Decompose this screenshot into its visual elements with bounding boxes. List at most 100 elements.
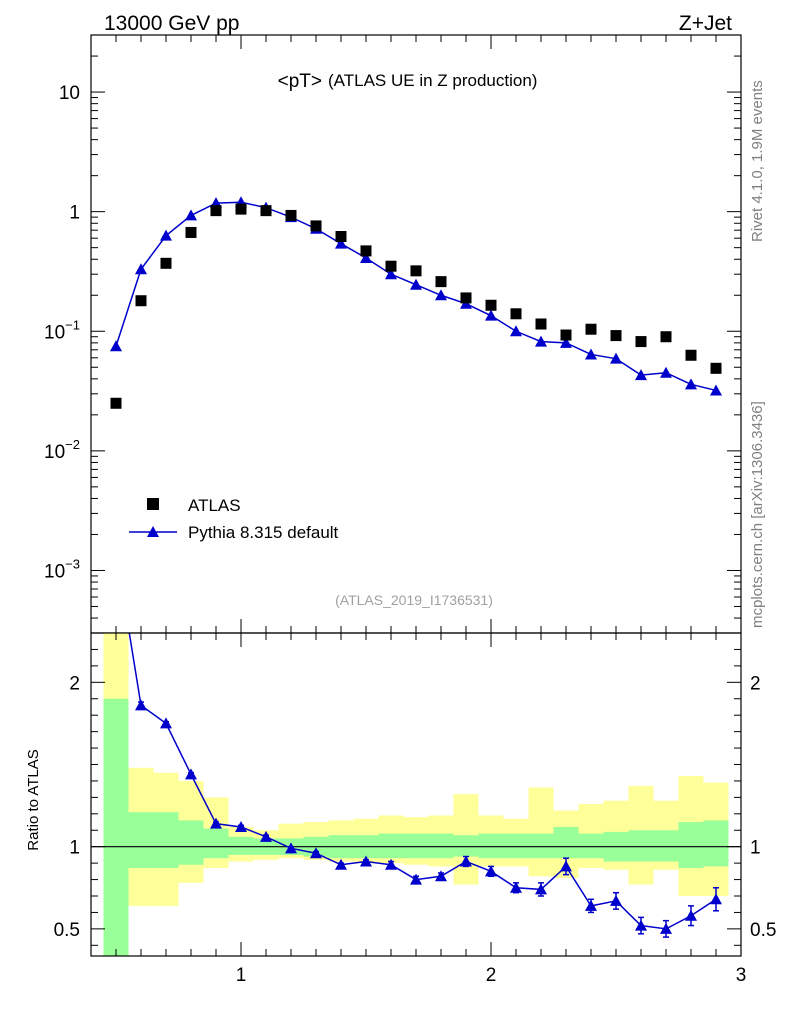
atlas-point [335, 230, 347, 242]
ratio-point [560, 860, 572, 872]
uncertainty-band-inner [228, 836, 254, 855]
atlas-point [435, 276, 447, 288]
main-panel: <pT> (ATLAS UE in Z production) (ATLAS_2… [44, 34, 742, 634]
pythia-point [510, 325, 522, 337]
mcplots-label: mcplots.cern.ch [arXiv:1306.3436] [749, 401, 766, 628]
uncertainty-band-inner [553, 826, 579, 859]
atlas-point [560, 329, 572, 341]
ratio-point [285, 842, 297, 854]
pythia-point [110, 340, 122, 352]
ratio-point [310, 847, 322, 859]
atlas-point [535, 318, 547, 330]
ratio-ytick-label-left: 2 [69, 673, 80, 694]
ratio-point [635, 919, 647, 931]
uncertainty-band-inner [653, 830, 679, 862]
ratio-point [685, 909, 697, 921]
ratio-ytick-label-right: 0.5 [750, 920, 776, 941]
pythia-point [360, 251, 372, 263]
uncertainty-band-inner [628, 830, 654, 862]
top-frame [90, 34, 742, 634]
ratio-ylabel: Ratio to ATLAS [25, 749, 42, 850]
ratio-series [128, 633, 722, 938]
legend-pythia-label: Pythia 8.315 default [188, 523, 339, 542]
ratio-point [410, 873, 422, 885]
top-ytick-label: 10−3 [44, 556, 80, 582]
pythia-point [135, 263, 147, 275]
legend: ATLAS Pythia 8.315 default [129, 496, 339, 542]
ratio-point [535, 883, 547, 895]
atlas-point [110, 397, 122, 409]
atlas-point [485, 299, 497, 311]
atlas-point [310, 220, 322, 232]
ratio-point [610, 894, 622, 906]
uncertainty-band-inner [578, 833, 604, 859]
ratio-point [510, 881, 522, 893]
legend-pythia-marker [147, 526, 159, 537]
atlas-point [185, 226, 197, 238]
atlas-point [510, 308, 522, 320]
ratio-ytick-label-right: 1 [750, 838, 761, 859]
pythia-point [610, 352, 622, 364]
atlas-point [410, 265, 422, 277]
pythia-point [160, 229, 172, 241]
uncertainty-band-inner [703, 820, 729, 867]
ratio-point [185, 768, 197, 780]
top-ytick-label: 10−2 [44, 437, 80, 463]
atlas-point [285, 209, 297, 221]
uncertainty-band-inner [103, 698, 129, 956]
ratio-ytick-label-right: 2 [750, 673, 761, 694]
ytick-exponent: −3 [65, 556, 80, 571]
pythia-point [435, 289, 447, 301]
uncertainty-band-inner [453, 835, 479, 857]
process-label: Z+Jet [679, 12, 732, 35]
pythia-point [685, 378, 697, 390]
ratio-point [160, 717, 172, 729]
pythia-line [115, 201, 717, 392]
uncertainty-band-outer [528, 787, 554, 877]
atlas-point [460, 292, 472, 304]
legend-atlas-marker [147, 498, 159, 510]
atlas-point [135, 295, 147, 307]
atlas-point [160, 257, 172, 269]
ratio-ytick-label-left: 1 [69, 838, 80, 859]
top-ytick-label: 1 [69, 203, 80, 224]
pythia-point [485, 309, 497, 321]
atlas-point [610, 330, 622, 342]
ratio-point [135, 699, 147, 711]
uncertainty-band-inner [528, 833, 554, 859]
atlas-point [210, 205, 222, 217]
ratio-point [235, 820, 247, 832]
atlas-point [360, 245, 372, 257]
uncertainty-band-inner [403, 833, 429, 859]
xtick-label: 2 [486, 965, 497, 986]
uncertainty-band-inner [203, 828, 229, 859]
pythia-point [385, 268, 397, 280]
ratio-panel: 0.5 0.5 1 1 2 2 1 2 3 Ratio to ATLAS [25, 632, 776, 986]
pythia-point [185, 209, 197, 221]
ratio-point [260, 830, 272, 842]
pythia-point [660, 366, 672, 378]
pythia-point [560, 336, 572, 348]
uncertainty-band-inner [153, 812, 179, 869]
ratio-ytick-label-left: 0.5 [54, 920, 80, 941]
atlas-point [635, 336, 647, 348]
rivet-label: Rivet 4.1.0, 1.9M events [749, 80, 766, 242]
ytick-base: 10 [44, 322, 65, 343]
atlas-point [660, 331, 672, 343]
ratio-point [360, 855, 372, 867]
atlas-point [235, 203, 247, 215]
ratio-point [435, 870, 447, 882]
ytick-exponent: −2 [65, 437, 80, 452]
xtick-label: 1 [236, 965, 247, 986]
atlas-point [685, 349, 697, 361]
pythia-point [635, 369, 647, 381]
plot-subtitle: (ATLAS UE in Z production) [328, 71, 537, 90]
pythia-point [410, 278, 422, 290]
ytick-exponent: −1 [65, 317, 80, 332]
pythia-point [585, 348, 597, 360]
pythia-point [335, 237, 347, 249]
uncertainty-band-inner [428, 833, 454, 859]
legend-atlas-label: ATLAS [188, 496, 241, 515]
analysis-watermark: (ATLAS_2019_I1736531) [335, 592, 493, 608]
